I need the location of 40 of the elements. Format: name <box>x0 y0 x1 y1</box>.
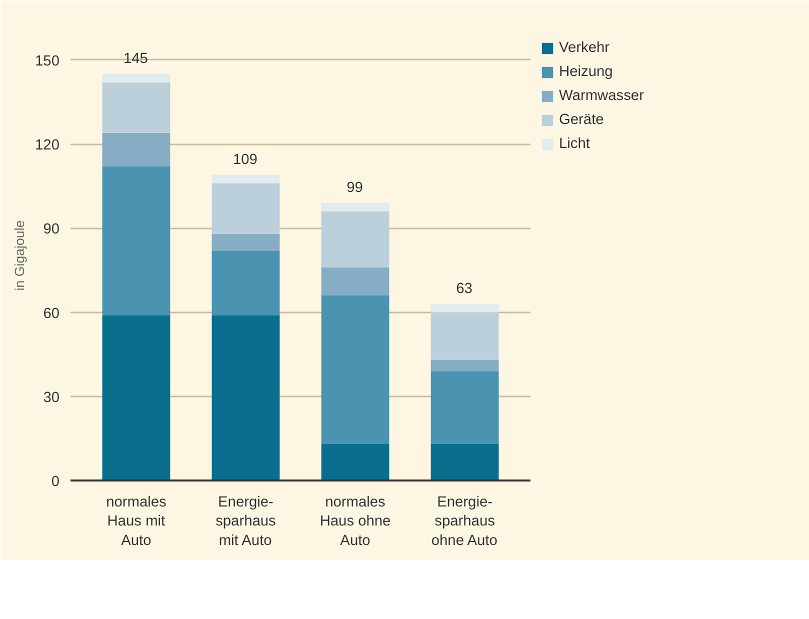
bar <box>212 174 280 184</box>
bar <box>430 304 499 312</box>
bar <box>212 250 280 316</box>
bar <box>321 202 390 212</box>
bar <box>102 82 170 133</box>
bar <box>212 234 280 251</box>
bar <box>102 315 170 480</box>
x-tick-label: Energie- sparhaus ohne Auto <box>431 494 498 549</box>
x-tick-label: normales Haus mit Auto <box>106 494 166 549</box>
legend-label: Heizung <box>559 64 613 80</box>
bar <box>212 183 280 234</box>
y-tick-label: 60 <box>43 306 60 322</box>
bar <box>212 315 280 480</box>
bar <box>321 444 390 480</box>
bar <box>321 267 390 296</box>
y-tick-label: 120 <box>35 138 60 154</box>
y-tick-label: 30 <box>43 390 60 406</box>
legend-label: Licht <box>559 136 590 152</box>
y-tick-label: 0 <box>51 474 60 490</box>
bar <box>430 371 499 444</box>
bar <box>430 360 499 372</box>
bar <box>321 295 390 444</box>
x-tick-label: Energie- sparhaus mit Auto <box>216 494 276 549</box>
total-label: 99 <box>346 180 363 196</box>
y-tick-label: 90 <box>43 222 60 238</box>
y-tick-label: 150 <box>35 53 60 70</box>
bar <box>102 74 170 82</box>
y-axis-title: in Gigajoule <box>12 220 28 291</box>
x-tick-label: normales Haus ohne Auto <box>320 494 391 549</box>
total-label: 109 <box>233 152 258 168</box>
total-label: 145 <box>123 51 148 68</box>
bar <box>102 132 170 166</box>
total-label: 63 <box>456 281 472 298</box>
bar <box>321 211 390 268</box>
legend-label: Geräte <box>559 112 604 128</box>
bar <box>430 312 499 360</box>
bar <box>102 166 170 316</box>
bar <box>430 444 499 480</box>
legend-label: Verkehr <box>559 40 610 56</box>
legend-label: Warmwasser <box>559 88 644 104</box>
